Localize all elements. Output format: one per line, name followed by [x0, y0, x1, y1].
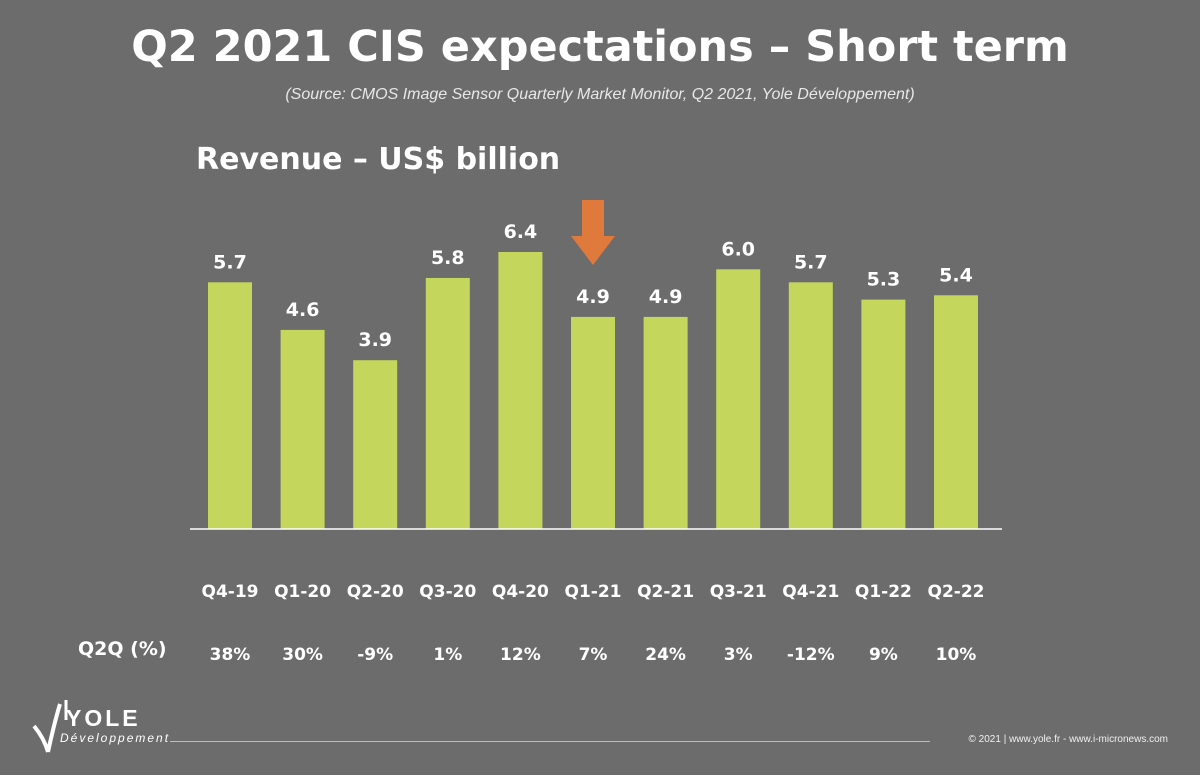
bar-q1-21 — [571, 316, 615, 529]
bar-value-label: 5.7 — [794, 251, 828, 273]
bar-q2-22 — [934, 295, 978, 529]
bar-q1-22 — [861, 299, 906, 529]
x-tick-label: Q4-21 — [782, 582, 839, 602]
x-tick-label: Q4-20 — [492, 582, 549, 602]
q2q-value: 1% — [433, 645, 462, 665]
bar-value-label: 3.9 — [358, 329, 392, 351]
bar-value-label: 4.9 — [576, 286, 610, 308]
q2q-value: 3% — [724, 645, 753, 665]
bar-value-label: 4.6 — [286, 299, 320, 321]
q2q-value: 30% — [282, 645, 323, 665]
bar-value-label: 5.8 — [431, 247, 465, 269]
chart-title: Revenue – US$ billion — [196, 142, 561, 177]
bar-value-label: 5.4 — [939, 264, 973, 286]
source-subtitle: (Source: CMOS Image Sensor Quarterly Mar… — [285, 86, 915, 103]
x-tick-label: Q1-21 — [565, 582, 622, 602]
x-tick-label: Q1-22 — [855, 582, 912, 602]
x-tick-label: Q2-22 — [928, 582, 985, 602]
bar-value-label: 6.4 — [504, 221, 538, 243]
yole-logo-icon — [32, 700, 68, 753]
revenue-bar-chart: 5.7 Q4-19 38% 4.6 Q1-20 30% 3.9 Q2-20 -9% 5.8 Q3-2… — [190, 200, 1002, 665]
footer-copyright: © 2021 | www.yole.fr - www.i-micronews.c… — [968, 734, 1168, 745]
bar-q3-20 — [425, 277, 470, 529]
bar-q1-20 — [280, 329, 325, 529]
bar-value-label: 6.0 — [721, 238, 755, 260]
page-title: Q2 2021 CIS expectations – Short term — [131, 22, 1069, 72]
x-tick-label: Q3-21 — [710, 582, 767, 602]
bar-value-label: 5.3 — [867, 269, 901, 291]
footer-divider — [170, 741, 930, 742]
x-tick-label: Q3-20 — [419, 582, 476, 602]
x-tick-label: Q2-20 — [347, 582, 404, 602]
x-tick-label: Q1-20 — [274, 582, 331, 602]
q2q-value: 24% — [645, 645, 686, 665]
bar-q3-21 — [716, 269, 761, 529]
q2q-value: -9% — [357, 645, 393, 665]
logo-subtext: Développement — [60, 731, 171, 745]
bar-q4-20 — [498, 252, 543, 529]
x-tick-label: Q4-19 — [202, 582, 259, 602]
q2q-value: 10% — [936, 645, 977, 665]
bar-value-label: 4.9 — [649, 286, 683, 308]
q2q-row-label: Q2Q (%) — [78, 638, 167, 660]
bar-value-label: 5.7 — [213, 251, 247, 273]
bar-q2-21 — [643, 316, 688, 529]
q2q-value: 7% — [579, 645, 608, 665]
q2q-value: 12% — [500, 645, 541, 665]
q2q-value: 9% — [869, 645, 898, 665]
highlight-arrow-icon — [571, 200, 615, 265]
bar-q4-21 — [788, 282, 833, 529]
logo-text: YOLE — [66, 705, 141, 731]
q2q-value: 38% — [210, 645, 251, 665]
x-tick-label: Q2-21 — [637, 582, 694, 602]
bar-q2-20 — [353, 360, 398, 529]
bar-q4-19 — [208, 282, 252, 529]
q2q-value: -12% — [787, 645, 835, 665]
